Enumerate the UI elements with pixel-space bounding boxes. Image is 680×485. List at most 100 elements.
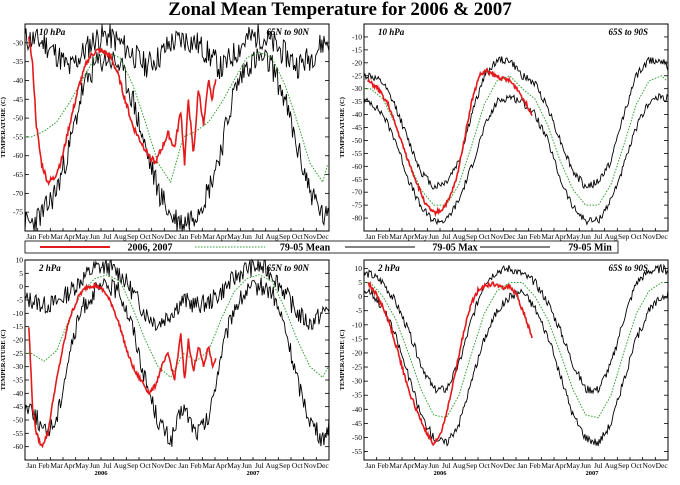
x-tick-label: May bbox=[566, 461, 580, 470]
y-tick-label: -60 bbox=[352, 162, 362, 171]
y-tick-label: -60 bbox=[13, 151, 23, 160]
y-tick-label: -75 bbox=[13, 208, 23, 217]
x-year-label: 2007 bbox=[247, 470, 261, 477]
legend-box bbox=[24, 240, 619, 254]
x-tick-label: Feb bbox=[38, 461, 50, 470]
min-series-line bbox=[363, 93, 669, 226]
x-tick-label: Jun bbox=[428, 461, 439, 470]
x-tick-label: Jan bbox=[178, 232, 188, 241]
region-label: 65S to 90S bbox=[608, 263, 648, 273]
x-tick-label: Nov bbox=[643, 232, 656, 241]
region-label: 65N to 90N bbox=[267, 263, 310, 273]
x-tick-label: Mar bbox=[389, 232, 402, 241]
x-tick-label: Jul bbox=[103, 461, 112, 470]
y-tick-label: -70 bbox=[352, 188, 362, 197]
x-year-label: 2006 bbox=[95, 470, 109, 477]
x-tick-label: Apr bbox=[215, 232, 227, 241]
min-series-line bbox=[24, 277, 330, 447]
x-tick-label: Dec bbox=[504, 232, 517, 241]
x-tick-label: Jun bbox=[89, 461, 100, 470]
x-tick-label: Sep bbox=[279, 461, 291, 470]
y-tick-label: -80 bbox=[352, 214, 362, 223]
y-tick-label: -15 bbox=[352, 45, 362, 54]
y-tick-label: -20 bbox=[352, 348, 362, 357]
x-tick-label: Jan bbox=[365, 232, 375, 241]
x-tick-label: Mar bbox=[50, 232, 63, 241]
min-series-line bbox=[363, 287, 669, 447]
x-tick-label: Jul bbox=[442, 232, 451, 241]
x-tick-label: Feb bbox=[190, 232, 202, 241]
y-tick-label: -10 bbox=[13, 309, 23, 318]
x-tick-label: Jan bbox=[517, 232, 527, 241]
x-tick-label: Feb bbox=[529, 461, 541, 470]
pressure-level-label: 2 hPa bbox=[38, 263, 61, 273]
x-tick-label: Mar bbox=[389, 461, 402, 470]
x-year-label: 2006 bbox=[434, 470, 448, 477]
y-tick-label: -35 bbox=[13, 376, 23, 385]
chart-panel-nh10: -30 -35 -40 -45 -50 -55 -60 -65 -70 -75 TEMPERATUR… bbox=[0, 23, 330, 248]
y-tick-label: 5 bbox=[19, 269, 23, 278]
x-tick-label: Apr bbox=[402, 232, 414, 241]
legend: 2006, 2007 79-05 Mean 79-05 Max 79-05 Min bbox=[24, 240, 619, 254]
y-tick-label: -10 bbox=[352, 32, 362, 41]
y-axis-label: TEMPERATURE (C) bbox=[0, 330, 7, 391]
plot-frame bbox=[363, 23, 669, 232]
legend-item-mean: 79-05 Mean bbox=[195, 243, 331, 254]
x-tick-label: May bbox=[75, 232, 89, 241]
x-tick-label: Jan bbox=[517, 461, 527, 470]
x-tick-label: Apr bbox=[215, 461, 227, 470]
mean-series-line bbox=[364, 75, 668, 206]
x-tick-label: Jun bbox=[580, 461, 591, 470]
x-tick-label: Mar bbox=[50, 461, 63, 470]
x-tick-label: Aug bbox=[266, 232, 279, 241]
chart-panel-sh2: 10 5 0 -5 -10 -15 -20 -25 -30 -35 -40 -45 -50 -55 TEMP… bbox=[339, 259, 669, 477]
x-tick-label: Dec bbox=[317, 461, 330, 470]
y-tick-label: -45 bbox=[352, 419, 362, 428]
y-tick-label: -75 bbox=[352, 201, 362, 210]
observed-2006-2007-line bbox=[367, 280, 533, 447]
y-tick-label: -40 bbox=[352, 110, 362, 119]
x-tick-label: Apr bbox=[63, 232, 75, 241]
x-tick-label: Oct bbox=[631, 232, 643, 241]
x-tick-label: Nov bbox=[491, 461, 504, 470]
y-tick-label: -40 bbox=[13, 76, 23, 85]
y-tick-label: -65 bbox=[352, 175, 362, 184]
mean-series-line bbox=[25, 51, 329, 184]
x-tick-label: Dec bbox=[317, 232, 330, 241]
x-tick-label: May bbox=[227, 461, 241, 470]
y-tick-label: -55 bbox=[352, 447, 362, 456]
x-tick-label: Aug bbox=[266, 461, 279, 470]
chart-title: Zonal Mean Temperature for 2006 & 2007 bbox=[168, 0, 512, 20]
y-tick-label: -45 bbox=[13, 95, 23, 104]
x-tick-label: May bbox=[414, 461, 428, 470]
y-tick-label: -35 bbox=[352, 391, 362, 400]
x-tick-label: May bbox=[566, 232, 580, 241]
y-tick-label: -30 bbox=[352, 84, 362, 93]
x-tick-label: Nov bbox=[304, 461, 317, 470]
x-tick-label: Feb bbox=[38, 232, 50, 241]
chart-panel-nh2: 10 5 0 -5 -10 -15 -20 -25 -30 -35 -40 -45 -50 -55 -60 T… bbox=[0, 256, 330, 477]
x-tick-label: Oct bbox=[292, 461, 304, 470]
y-tick-label: -55 bbox=[352, 149, 362, 158]
y-tick-label: -55 bbox=[13, 132, 23, 141]
y-tick-label: -60 bbox=[13, 442, 23, 451]
x-tick-label: Apr bbox=[554, 461, 566, 470]
x-tick-label: May bbox=[75, 461, 89, 470]
max-series-line bbox=[24, 258, 330, 332]
x-tick-label: Feb bbox=[529, 232, 541, 241]
y-tick-label: -40 bbox=[352, 405, 362, 414]
legend-item-max: 79-05 Max bbox=[345, 243, 478, 254]
legend-label: 79-05 Mean bbox=[280, 243, 331, 254]
y-tick-label: -40 bbox=[13, 389, 23, 398]
observed-2006-2007-line bbox=[28, 282, 217, 449]
y-tick-label: -45 bbox=[352, 123, 362, 132]
y-tick-label: -20 bbox=[13, 336, 23, 345]
y-tick-label: -50 bbox=[352, 433, 362, 442]
x-tick-label: Nov bbox=[152, 232, 165, 241]
x-year-label: 2007 bbox=[586, 470, 600, 477]
chart-panel-sh10: -10 -15 -20 -25 -30 -35 -40 -45 -50 -55 -60 -65 -70 -… bbox=[339, 23, 669, 248]
y-tick-label: -5 bbox=[17, 296, 23, 305]
y-tick-label: -50 bbox=[13, 416, 23, 425]
x-tick-label: Aug bbox=[605, 232, 618, 241]
legend-item-obs: 2006, 2007 bbox=[40, 243, 173, 254]
